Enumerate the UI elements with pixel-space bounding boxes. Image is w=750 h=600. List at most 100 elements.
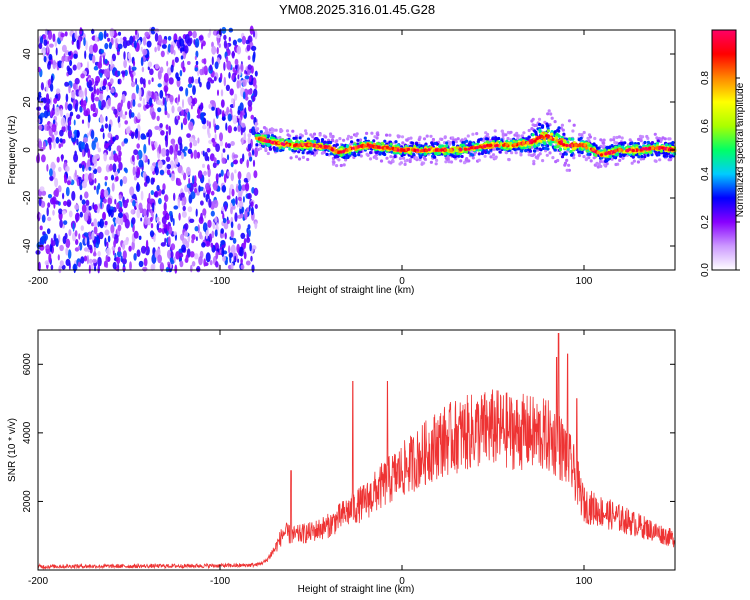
heatmap-cell <box>640 154 644 159</box>
heatmap-cell <box>596 150 600 154</box>
heatmap-cell <box>242 78 247 87</box>
heatmap-cell <box>621 156 625 160</box>
heatmap-cell <box>227 143 231 149</box>
heatmap-cell <box>548 151 552 155</box>
heatmap-cell <box>100 188 105 199</box>
heatmap-cell <box>201 43 203 50</box>
heatmap-cell <box>507 157 511 162</box>
heatmap-cell <box>161 147 167 157</box>
heatmap-cell <box>329 152 333 156</box>
heatmap-cell <box>83 211 89 222</box>
heatmap-cell <box>115 175 119 182</box>
heatmap-cell <box>52 33 56 42</box>
heatmap-cell <box>134 129 139 139</box>
heatmap-cell <box>501 132 505 136</box>
heatmap-cell <box>417 143 421 148</box>
y-tick-label: 6000 <box>22 353 33 376</box>
heatmap-cell <box>71 91 76 99</box>
heatmap-cell <box>241 35 247 45</box>
heatmap-cell <box>57 254 60 261</box>
heatmap-cell <box>81 180 87 189</box>
heatmap-cell <box>194 226 199 232</box>
heatmap-cell <box>93 65 99 71</box>
heatmap-cell <box>76 129 80 139</box>
heatmap-cell <box>179 260 184 268</box>
heatmap-cell <box>180 192 185 198</box>
heatmap-cell <box>114 170 119 177</box>
heatmap-cell <box>509 130 513 134</box>
heatmap-cell <box>192 175 195 185</box>
heatmap-cell <box>180 233 185 241</box>
heatmap-cell <box>332 160 336 164</box>
heatmap-cell <box>139 95 143 101</box>
heatmap-cell <box>204 151 208 162</box>
heatmap-cell <box>128 245 132 252</box>
heatmap-cell <box>194 67 199 72</box>
heatmap-cell <box>136 208 141 219</box>
heatmap-cell <box>229 88 234 96</box>
heatmap-cell <box>610 157 614 161</box>
heatmap-cell <box>120 216 124 226</box>
heatmap-cell <box>212 162 217 169</box>
heatmap-cell <box>109 64 114 71</box>
heatmap-cell <box>202 163 205 168</box>
heatmap-cell <box>119 37 124 44</box>
heatmap-cell <box>49 175 54 181</box>
heatmap-cell <box>555 139 559 143</box>
heatmap-cell <box>376 145 381 149</box>
heatmap-cell <box>101 99 106 108</box>
heatmap-cell <box>409 136 413 140</box>
heatmap-cell <box>373 145 378 149</box>
heatmap-cell <box>218 43 221 48</box>
heatmap-cell <box>58 166 62 172</box>
heatmap-cell <box>154 46 157 53</box>
heatmap-cell <box>402 156 406 160</box>
heatmap-cell <box>97 61 103 69</box>
heatmap-cell <box>103 189 109 198</box>
heatmap-cell <box>181 109 185 116</box>
heatmap-cell <box>81 204 87 214</box>
heatmap-cell <box>325 152 329 156</box>
x-tick-label: 100 <box>576 576 593 587</box>
heatmap-cell <box>351 146 356 150</box>
heatmap-cell <box>122 213 126 220</box>
heatmap-cell <box>451 153 455 158</box>
heatmap-cell <box>104 123 109 129</box>
heatmap-cell <box>241 184 246 191</box>
heatmap-cell <box>232 237 237 244</box>
heatmap-cell <box>541 159 545 163</box>
heatmap-cell <box>181 244 186 253</box>
heatmap-cell <box>156 184 160 192</box>
heatmap-cell <box>181 210 187 218</box>
heatmap-cell <box>653 159 657 163</box>
heatmap-cell <box>92 102 96 113</box>
heatmap-cell <box>38 197 42 207</box>
heatmap-cell <box>219 132 223 142</box>
heatmap-cell <box>122 36 127 41</box>
heatmap-cell <box>59 138 63 143</box>
heatmap-cell <box>350 140 354 144</box>
heatmap-cell <box>186 166 191 176</box>
heatmap-cell <box>142 78 146 85</box>
heatmap-cell <box>294 155 299 159</box>
heatmap-cell <box>186 183 191 189</box>
heatmap-cell <box>312 132 317 136</box>
heatmap-cell <box>93 168 98 174</box>
heatmap-cell <box>238 183 242 192</box>
heatmap-cell <box>221 157 226 164</box>
heatmap-cell <box>363 136 367 140</box>
heatmap-cell <box>161 44 167 49</box>
heatmap-cell <box>97 147 102 153</box>
heatmap-cell <box>230 244 236 255</box>
heatmap-cell <box>48 253 52 263</box>
heatmap-cell <box>99 116 104 124</box>
heatmap-cell <box>124 120 128 125</box>
heatmap-cell <box>498 150 502 154</box>
heatmap-cell <box>301 155 305 159</box>
heatmap-cell <box>202 66 205 76</box>
heatmap-cell <box>53 233 57 242</box>
heatmap-cell <box>52 209 55 216</box>
heatmap-cell <box>232 160 238 165</box>
heatmap-cell <box>356 138 360 142</box>
heatmap-cell <box>370 131 374 135</box>
